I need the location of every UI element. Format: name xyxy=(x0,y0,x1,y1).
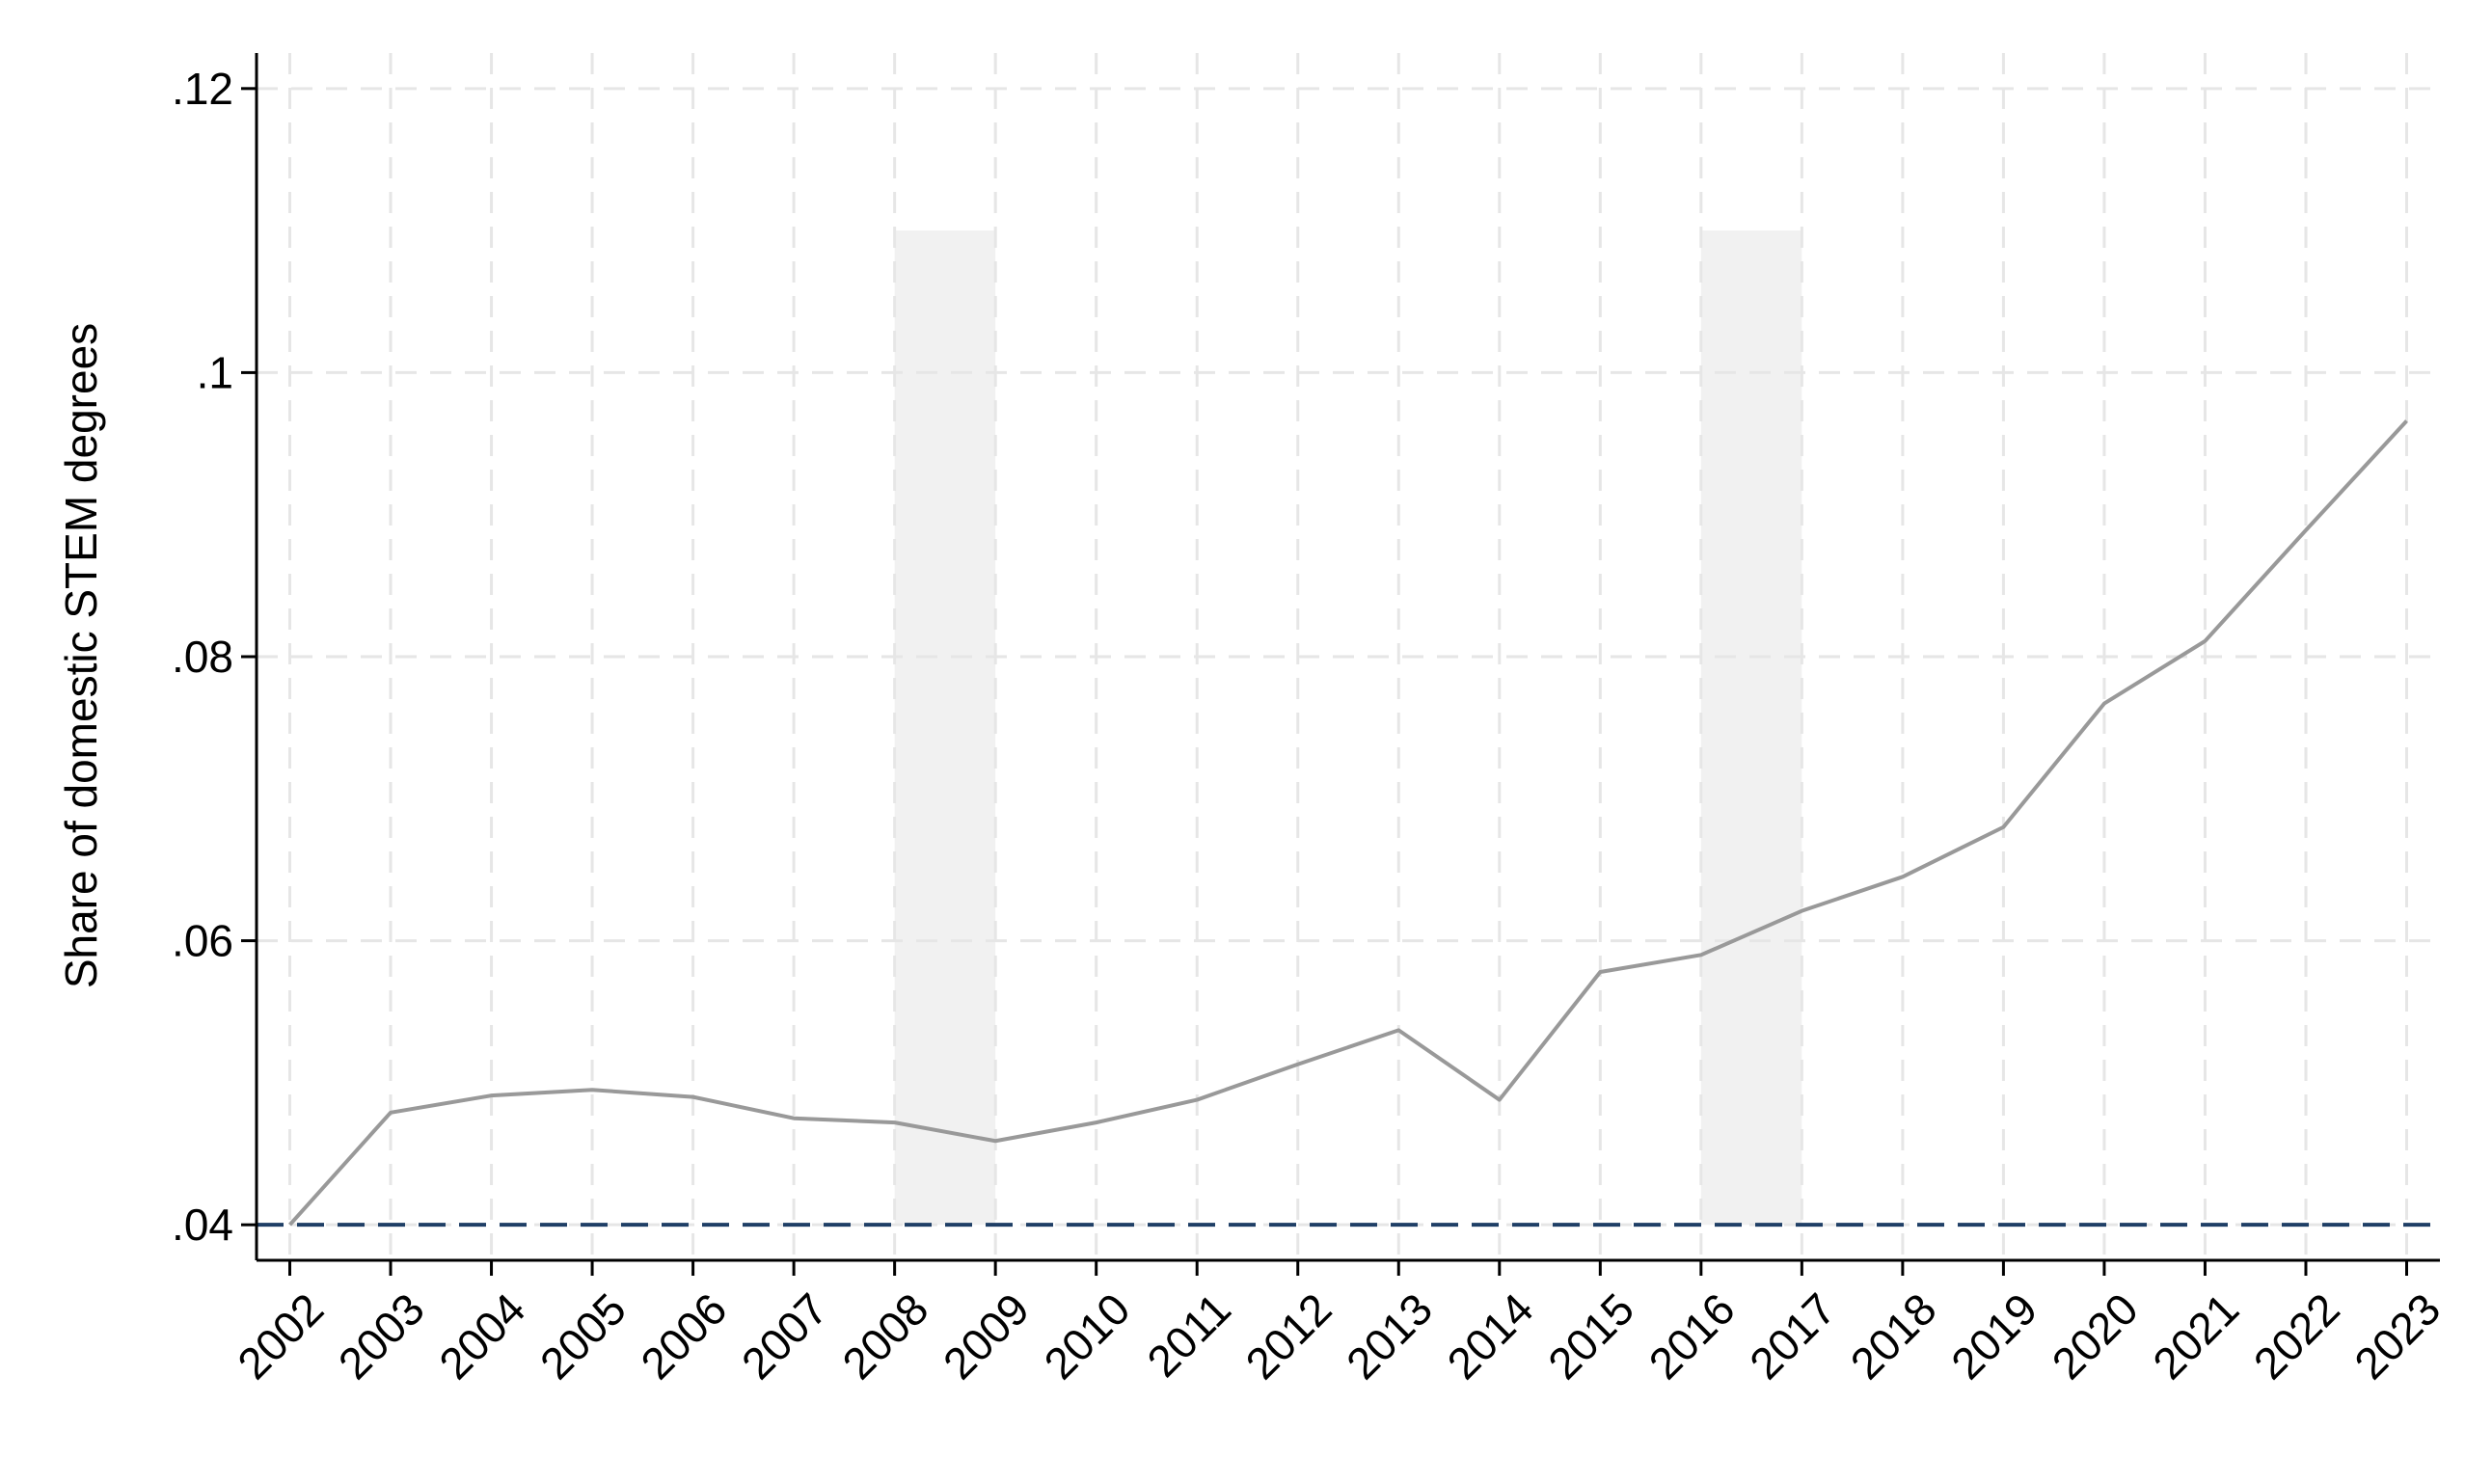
gridlines xyxy=(257,53,2440,1260)
x-tick-label: 2006 xyxy=(631,1283,736,1389)
x-tick-label: 2013 xyxy=(1337,1283,1442,1389)
x-tick-label: 2010 xyxy=(1034,1283,1139,1389)
shaded-period-2016-2017 xyxy=(1700,230,1802,1226)
x-tick-label: 2020 xyxy=(2043,1283,2148,1389)
x-tick-label: 2017 xyxy=(1740,1283,1845,1389)
x-tick-label: 2003 xyxy=(329,1283,434,1389)
shaded-period-2008-2009 xyxy=(894,230,996,1226)
y-tick-label: .04 xyxy=(172,1200,233,1250)
axes: .04.06.08.1.1220022003200420052006200720… xyxy=(172,53,2450,1389)
axis-labels: Share of domestic STEM degrees xyxy=(56,323,106,988)
x-tick-label: 2015 xyxy=(1538,1283,1643,1389)
x-tick-label: 2016 xyxy=(1639,1283,1745,1389)
x-tick-label: 2019 xyxy=(1941,1283,2046,1389)
series-line-0 xyxy=(288,419,2408,1227)
x-tick-label: 2011 xyxy=(1137,1283,1240,1387)
y-tick-label: .12 xyxy=(172,64,233,114)
shaded-periods xyxy=(894,230,1802,1226)
y-tick-label: .06 xyxy=(172,916,233,966)
y-tick-label: .08 xyxy=(172,632,233,682)
x-tick-label: 2005 xyxy=(530,1283,636,1389)
x-tick-label: 2022 xyxy=(2244,1283,2349,1389)
x-tick-label: 2008 xyxy=(832,1283,937,1389)
x-tick-label: 2002 xyxy=(228,1283,333,1389)
x-tick-label: 2009 xyxy=(934,1283,1039,1389)
series-group xyxy=(288,419,2408,1227)
y-tick-label: .1 xyxy=(197,347,233,397)
x-tick-label: 2012 xyxy=(1235,1283,1341,1389)
x-tick-label: 2018 xyxy=(1841,1283,1946,1389)
x-tick-label: 2004 xyxy=(429,1283,534,1389)
x-tick-label: 2021 xyxy=(2143,1283,2248,1389)
y-axis-label: Share of domestic STEM degrees xyxy=(56,323,106,988)
x-tick-label: 2014 xyxy=(1437,1283,1542,1389)
x-tick-label: 2007 xyxy=(732,1283,837,1389)
x-tick-label: 2023 xyxy=(2344,1283,2450,1389)
